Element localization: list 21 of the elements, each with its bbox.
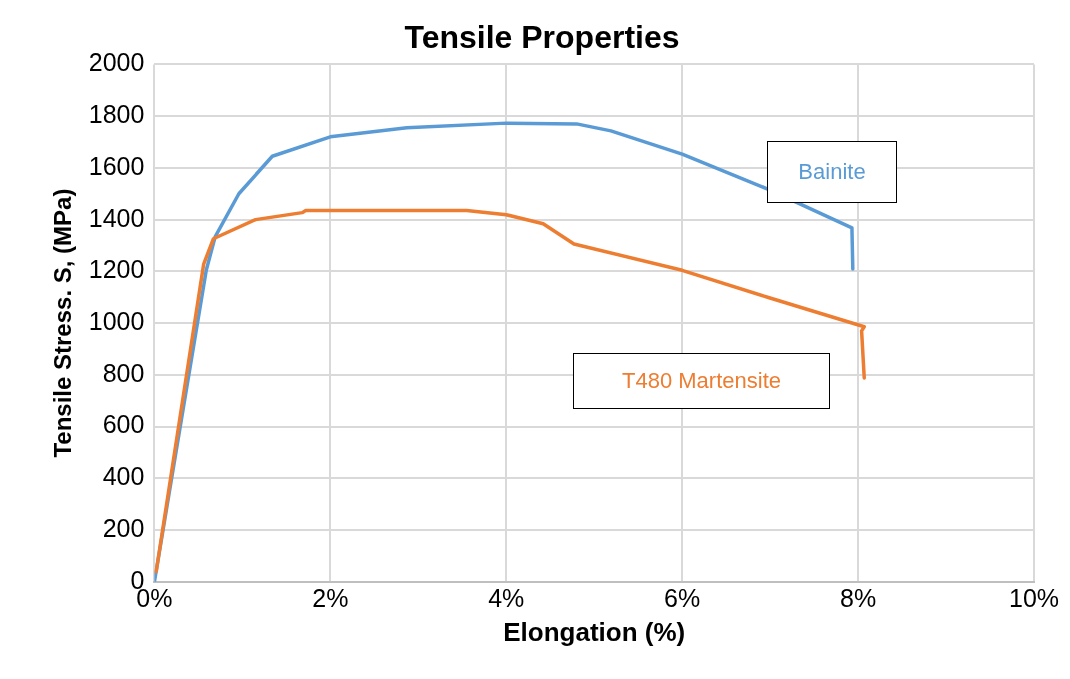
label-box: T480 Martensite <box>573 353 830 409</box>
y-tick-label: 1800 <box>88 100 145 129</box>
y-tick-label: 2000 <box>88 48 145 77</box>
y-tick-label: 1600 <box>88 151 145 180</box>
label-box: Bainite <box>767 141 897 203</box>
y-tick-label: 1400 <box>88 203 145 232</box>
chart-title: Tensile Properties <box>404 19 680 56</box>
x-tick-label: 6% <box>664 583 701 612</box>
series-label: Bainite <box>798 159 866 185</box>
x-tick-label: 2% <box>312 583 349 612</box>
x-tick-label: 8% <box>840 583 877 612</box>
y-tick-label: 200 <box>102 513 145 542</box>
x-tick-label: 10% <box>1008 583 1060 612</box>
y-tick-label: 1200 <box>88 255 145 284</box>
x-tick-label: 4% <box>488 583 525 612</box>
y-tick-label: 600 <box>102 410 145 439</box>
y-tick-label: 400 <box>102 462 145 491</box>
x-axis-title: Elongation (%) <box>503 616 686 647</box>
y-tick-label: 1000 <box>88 306 145 335</box>
y-axis-title: Tensile Stress. S, (MPa) <box>49 188 77 458</box>
y-tick-label: 800 <box>102 358 145 387</box>
